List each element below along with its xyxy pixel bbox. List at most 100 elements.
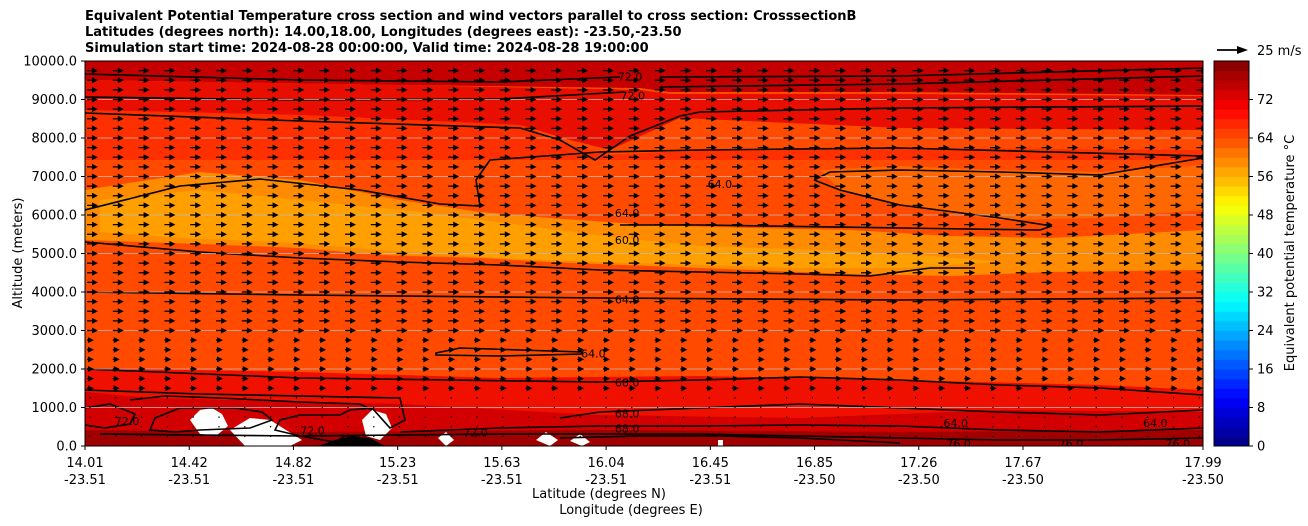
wind-vector: [499, 192, 511, 199]
wind-vector: [190, 356, 198, 363]
wind-vector: [654, 67, 666, 74]
wind-vector: [396, 308, 408, 315]
wind-vector: [1015, 192, 1027, 199]
wind-vector: [577, 231, 589, 238]
wind-vector: [1196, 240, 1203, 247]
wind-vector: [1093, 135, 1105, 141]
wind-vector: [680, 154, 692, 161]
wind-vector: [809, 125, 821, 132]
wind-vector: [861, 173, 872, 180]
wind-vector: [345, 289, 356, 295]
wind-vector: [112, 144, 124, 151]
wind-vector: [654, 212, 666, 218]
wind-vector: [319, 346, 327, 353]
wind-vector: [551, 67, 563, 74]
wind-vector: [835, 231, 847, 238]
wind-vector: [293, 240, 305, 247]
wind-vector: [783, 173, 795, 180]
wind-vector: [345, 212, 356, 218]
wind-vector: [396, 221, 408, 228]
wind-vector: [1015, 212, 1027, 218]
wind-vector: [474, 154, 485, 161]
wind-vector: [889, 416, 891, 418]
wind-vector: [577, 192, 589, 199]
wind-vector: [370, 106, 382, 113]
wind-vector: [164, 289, 176, 295]
colorbar-segment: [1214, 89, 1249, 100]
wind-vector: [241, 327, 253, 334]
wind-vector: [396, 125, 408, 132]
wind-vector: [734, 406, 736, 409]
wind-vector: [422, 289, 434, 295]
wind-vector: [551, 231, 563, 238]
wind-vector: [319, 221, 331, 228]
wind-vector: [499, 183, 511, 190]
wind-vector: [863, 435, 865, 438]
wind-vector: [964, 183, 976, 190]
wind-vector: [680, 240, 692, 247]
wind-vector: [525, 183, 537, 190]
colorbar-segment: [1214, 99, 1249, 110]
wind-vector: [87, 260, 98, 267]
wind-vector: [241, 308, 253, 315]
wind-vector: [112, 231, 124, 238]
wind-vector: [654, 356, 662, 363]
wind-vector: [1170, 212, 1182, 218]
wind-vector: [938, 106, 950, 113]
wind-vector: [964, 250, 976, 257]
wind-vector: [1144, 115, 1156, 122]
wind-vector: [837, 426, 839, 428]
wind-vector: [474, 183, 485, 190]
wind-vector: [422, 366, 430, 372]
wind-vector: [216, 279, 227, 286]
wind-vector: [474, 212, 485, 218]
wind-vector: [577, 154, 589, 161]
plot-area: 72.072.064.064.060.064.064.068.068.068.0…: [85, 61, 1203, 446]
wind-vector: [502, 416, 504, 418]
wind-vector: [319, 366, 327, 372]
wind-vector: [732, 250, 743, 257]
wind-vector: [1170, 250, 1182, 257]
wind-vector: [579, 397, 581, 399]
wind-vector: [628, 317, 640, 324]
wind-vector: [861, 317, 872, 324]
wind-vector: [525, 135, 537, 141]
wind-vector: [1015, 346, 1023, 353]
wind-vector: [216, 231, 227, 238]
wind-vector: [912, 385, 920, 392]
wind-vector: [1144, 154, 1156, 161]
wind-vector: [938, 115, 950, 122]
wind-vector: [628, 67, 640, 74]
wind-vector: [499, 337, 507, 344]
wind-vector: [1119, 385, 1126, 392]
wind-vector: [912, 135, 924, 141]
wind-vector: [499, 327, 511, 334]
wind-vector: [577, 317, 589, 324]
wind-vector: [1041, 144, 1053, 151]
wind-vector: [654, 289, 666, 295]
wind-vector: [861, 115, 872, 122]
wind-vector: [757, 250, 769, 257]
wind-vector: [605, 406, 607, 409]
contour-label: 68.0: [615, 407, 640, 420]
wind-vector: [551, 375, 559, 382]
wind-vector: [396, 356, 404, 363]
wind-vector: [525, 289, 537, 295]
wind-vector: [861, 96, 872, 103]
wind-vector: [966, 426, 968, 428]
wind-vector: [396, 135, 408, 141]
wind-vector: [757, 96, 769, 103]
wind-vector: [912, 144, 924, 151]
wind-vector: [138, 125, 150, 132]
wind-vector: [940, 426, 943, 428]
wind-vector: [706, 240, 718, 247]
wind-vector: [396, 385, 404, 392]
wind-vector: [267, 106, 279, 113]
wind-vector: [112, 346, 120, 353]
wind-vector: [603, 250, 614, 257]
wind-vector: [654, 260, 666, 267]
wind-vector: [1119, 144, 1130, 151]
wind-vector: [1093, 366, 1101, 372]
quiver-key: 25 m/s: [1217, 44, 1302, 59]
wind-vector: [628, 202, 640, 209]
